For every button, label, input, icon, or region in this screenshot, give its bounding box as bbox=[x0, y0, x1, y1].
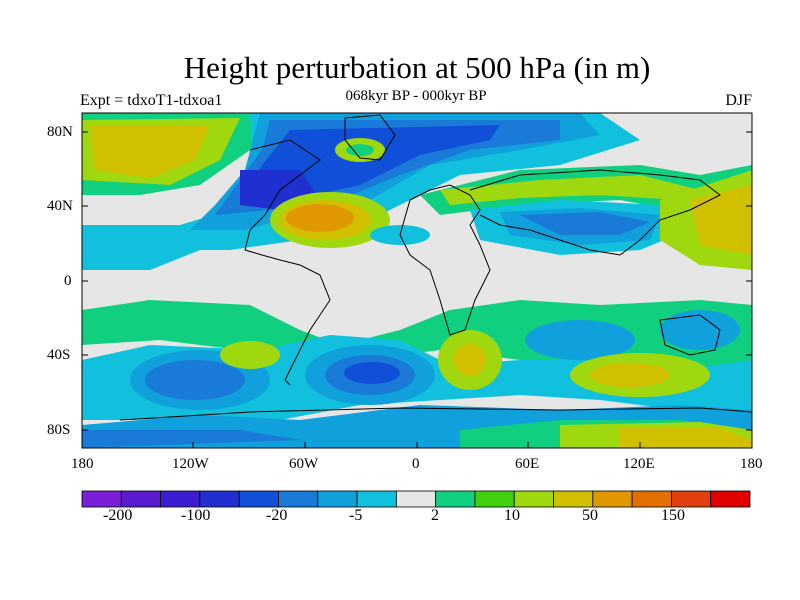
colorbar-swatch bbox=[395, 490, 437, 508]
coastlines bbox=[119, 114, 752, 421]
map-title: Height perturbation at 500 hPa (in m) bbox=[183, 50, 651, 85]
colorbar-swatch bbox=[81, 490, 122, 508]
lat-label-40n: 40N bbox=[47, 198, 73, 214]
colorbar-label: 50 bbox=[582, 507, 598, 524]
lon-label-60e: 60E bbox=[515, 456, 540, 472]
colorbar-swatch bbox=[356, 490, 397, 508]
colorbar-swatch bbox=[160, 490, 201, 508]
season-label: DJF bbox=[725, 92, 752, 109]
lat-label-80n: 80N bbox=[47, 124, 73, 140]
colorbar-swatch bbox=[513, 490, 554, 508]
lon-label-0: 0 bbox=[412, 456, 420, 472]
colorbar-swatch bbox=[238, 490, 279, 508]
colorbar-swatch bbox=[120, 490, 161, 508]
colorbar-swatch bbox=[710, 490, 751, 508]
colorbar-swatch bbox=[199, 490, 240, 508]
lat-label-80s: 80S bbox=[47, 422, 71, 438]
lat-label-40s: 40S bbox=[47, 347, 71, 363]
colorbar-swatch bbox=[592, 490, 633, 508]
lon-label-180w: 180 bbox=[71, 456, 94, 472]
colorbar-swatch bbox=[474, 490, 515, 508]
colorbar-label: -20 bbox=[266, 507, 288, 524]
lon-label-120w: 120W bbox=[172, 456, 209, 472]
contour-field bbox=[82, 113, 752, 448]
lat-ticks bbox=[82, 131, 752, 431]
colorbar-swatch bbox=[278, 490, 319, 508]
colorbar-swatch bbox=[317, 490, 358, 508]
colorbar-swatch bbox=[435, 490, 476, 508]
colorbar-label: 150 bbox=[661, 507, 685, 524]
colorbar-label: -100 bbox=[181, 507, 211, 524]
lon-label-120e: 120E bbox=[623, 456, 655, 472]
colorbar-swatch bbox=[671, 490, 712, 508]
colorbar bbox=[81, 490, 751, 508]
colorbar-swatch bbox=[631, 490, 672, 508]
lon-label-180e: 180 bbox=[740, 456, 763, 472]
colorbar-label: 10 bbox=[504, 507, 520, 524]
lat-label-eq: 0 bbox=[64, 273, 72, 289]
colorbar-swatch bbox=[553, 490, 594, 508]
lon-label-60w: 60W bbox=[289, 456, 319, 472]
lon-ticks bbox=[192, 442, 641, 448]
colorbar-label: -200 bbox=[103, 507, 133, 524]
colorbar-label: 2 bbox=[431, 507, 439, 524]
experiment-label: Expt = tdxoT1-tdxoa1 bbox=[80, 92, 223, 109]
colorbar-label: -5 bbox=[349, 507, 363, 524]
map-subtitle: 068kyr BP - 000kyr BP bbox=[345, 88, 487, 104]
